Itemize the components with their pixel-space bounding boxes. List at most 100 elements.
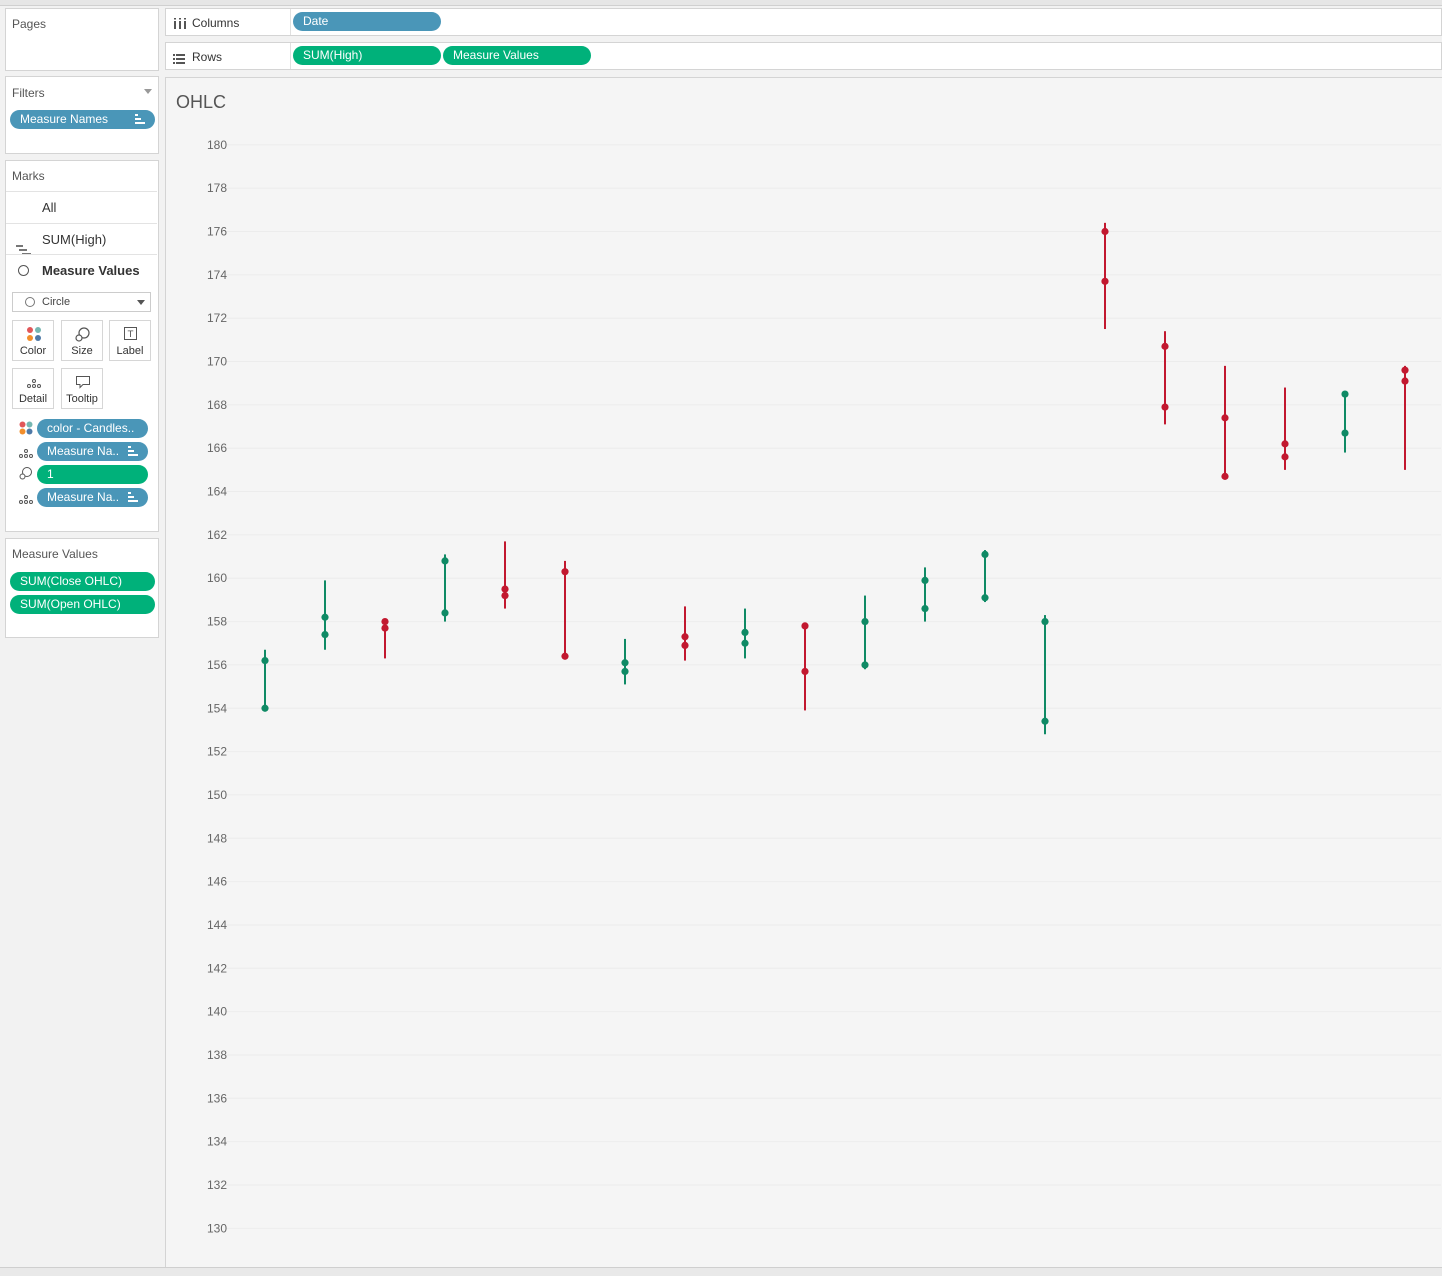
candle[interactable] [681,606,689,661]
rows-pill-measure-values[interactable]: Measure Values [443,46,591,65]
candle-open-point[interactable] [861,661,869,669]
filter-pill-measure-names[interactable]: Measure Names [10,110,155,129]
marks-layer-all[interactable]: All [6,191,157,222]
candle[interactable] [321,580,329,650]
candle-open-point[interactable] [261,704,269,712]
candle-open-point[interactable] [1401,366,1409,374]
candle-close-point[interactable] [561,652,569,660]
candle-close-point[interactable] [1281,453,1289,461]
candle-open-point[interactable] [441,609,449,617]
y-tick-label: 174 [207,268,227,282]
rows-label: Rows [192,50,223,64]
y-tick-label: 156 [207,658,227,672]
columns-pill-date[interactable]: Date [293,12,441,31]
candle[interactable] [1341,390,1349,453]
candle-close-point[interactable] [861,617,869,626]
candle-close-point[interactable] [381,624,389,632]
candle-open-point[interactable] [381,617,389,626]
candle-close-point[interactable] [921,576,929,584]
candle-close-point[interactable] [321,613,329,621]
candle[interactable] [261,649,269,712]
candle-open-point[interactable] [561,568,569,576]
candle[interactable] [801,622,809,711]
candle-close-point[interactable] [801,667,809,676]
filters-card[interactable]: Filters Measure Names [5,76,159,154]
candle-open-point[interactable] [1281,440,1289,448]
candle-close-point[interactable] [681,641,689,650]
mark-type-dropdown[interactable]: Circle [12,292,151,312]
marks-layer-high[interactable]: SUM(High) [6,223,157,255]
detail-button[interactable]: Detail [12,368,54,409]
size-button[interactable]: Size [61,320,103,361]
candle[interactable] [381,617,389,659]
marks-layer-measure-values[interactable]: Measure Values [6,254,157,285]
candle-close-point[interactable] [1101,277,1109,285]
candle[interactable] [1281,387,1289,470]
rows-shelf[interactable]: Rows SUM(High) Measure Values [165,42,1442,70]
color-button[interactable]: Color [12,320,54,361]
candle[interactable] [441,554,449,622]
candle[interactable] [501,541,509,609]
circle-icon [25,297,35,307]
candle[interactable] [921,567,929,622]
candle[interactable] [981,550,989,603]
candle-close-point[interactable] [621,659,629,667]
shelf-divider [290,43,291,69]
candle[interactable] [621,638,629,685]
candle-close-point[interactable] [981,550,989,558]
marks-field-color[interactable]: color - Candles.. [37,419,148,438]
candle-open-point[interactable] [921,604,929,613]
viz-area[interactable]: OHLC 130 132 134 136 138 140 142 144 146 148 150 15… [165,77,1442,1267]
candle-open-point[interactable] [1041,717,1049,725]
candle-open-point[interactable] [321,630,329,639]
marks-field-detail-1[interactable]: Measure Na.. [37,442,148,461]
candle-close-point[interactable] [741,628,749,637]
candle-close-point[interactable] [441,557,449,565]
tooltip-button[interactable]: Tooltip [61,368,103,409]
candle[interactable] [741,608,749,659]
measure-values-item-close[interactable]: SUM(Close OHLC) [10,572,155,591]
columns-shelf[interactable]: Columns Date [165,8,1442,36]
candle-close-point[interactable] [1221,472,1229,480]
candle[interactable] [1221,365,1229,480]
ohlc-chart[interactable]: 130 132 134 136 138 140 142 144 146 148 150 152 154 1… [166,78,1441,1266]
circle-icon [18,265,29,276]
y-tick-label: 166 [207,441,227,455]
candle-close-point[interactable] [1401,377,1409,385]
y-tick-label: 138 [207,1048,227,1062]
candle-open-point[interactable] [1341,429,1349,437]
candle[interactable] [1161,331,1169,425]
candle-open-point[interactable] [681,633,689,641]
candle-open-point[interactable] [801,622,809,630]
candle-open-point[interactable] [501,585,509,593]
detail-icon [27,379,41,388]
candle[interactable] [1101,222,1109,330]
candle-open-point[interactable] [1221,414,1229,422]
candle-close-point[interactable] [1041,617,1049,626]
marks-field-size[interactable]: 1 [37,465,148,484]
pages-card[interactable]: Pages [5,8,159,71]
rows-pill-sum-high[interactable]: SUM(High) [293,46,441,65]
detail-icon [19,446,33,464]
filters-dropdown-icon[interactable] [144,89,152,94]
candle[interactable] [1401,365,1409,470]
y-tick-label: 170 [207,355,227,369]
candle-close-point[interactable] [261,656,269,665]
candle-close-point[interactable] [501,591,509,600]
candle-open-point[interactable] [1161,342,1169,350]
rows-pill-label: SUM(High) [303,48,363,62]
candle-close-point[interactable] [1341,390,1349,398]
measure-values-item-open[interactable]: SUM(Open OHLC) [10,595,155,614]
label-button[interactable]: T Label [109,320,151,361]
marks-layer-mv-label: Measure Values [42,263,140,278]
candle[interactable] [861,595,869,670]
candle-open-point[interactable] [981,594,989,602]
candle-open-point[interactable] [1101,227,1109,236]
bottom-strip [0,1267,1442,1276]
candle[interactable] [561,560,569,660]
marks-field-detail-2[interactable]: Measure Na.. [37,488,148,507]
candle-open-point[interactable] [741,639,749,647]
candle-close-point[interactable] [1161,403,1169,411]
candle[interactable] [1041,615,1049,735]
candle-open-point[interactable] [621,667,629,676]
